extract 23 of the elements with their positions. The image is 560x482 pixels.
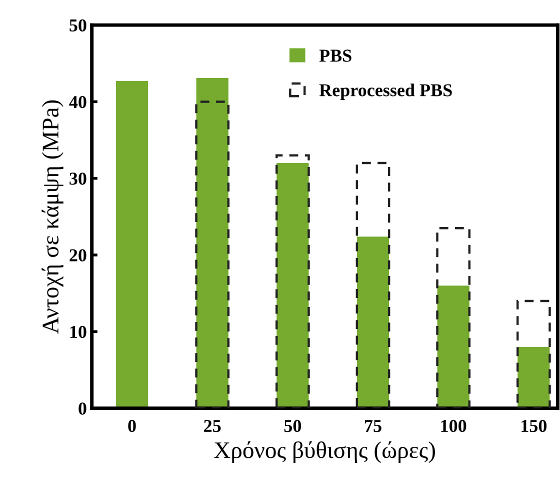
bar xyxy=(356,236,390,408)
x-tick-label: 75 xyxy=(365,420,382,432)
y-tick-label: 50 xyxy=(70,19,86,32)
x-axis-title: Χρόνος βύθισης (ώρες) xyxy=(214,441,435,463)
y-tick-label: 0 xyxy=(78,402,86,415)
bar xyxy=(116,81,148,408)
x-tick-label: 50 xyxy=(284,420,302,432)
y-tick-label: 30 xyxy=(70,172,86,185)
x-tick-label: 150 xyxy=(522,420,547,432)
bar xyxy=(437,286,470,408)
y-tick-label: 10 xyxy=(70,326,86,338)
x-tick-label: 100 xyxy=(441,420,466,432)
y-axis-title: Αντοχή σε κάμψη (MPa) xyxy=(42,100,64,334)
x-tick-label: 0 xyxy=(128,420,136,432)
bar xyxy=(516,300,551,408)
y-tick-label: 40 xyxy=(69,96,86,108)
bar xyxy=(436,227,471,408)
x-tick-label: 25 xyxy=(204,420,221,432)
legend-label: Reprocessed PBS xyxy=(319,84,452,100)
bar xyxy=(518,346,550,408)
legend-label: PBS xyxy=(319,50,352,62)
bar xyxy=(356,162,390,408)
y-tick-label: 20 xyxy=(70,249,86,262)
